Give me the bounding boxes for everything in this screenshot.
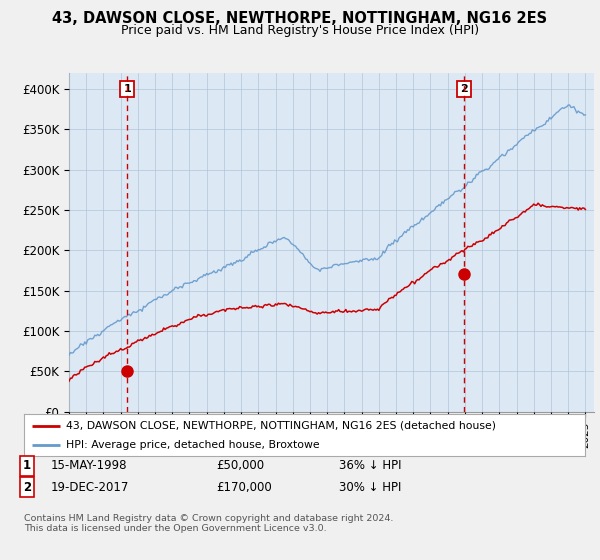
Text: HPI: Average price, detached house, Broxtowe: HPI: Average price, detached house, Brox…: [66, 440, 320, 450]
Text: 30% ↓ HPI: 30% ↓ HPI: [339, 480, 401, 494]
Text: 43, DAWSON CLOSE, NEWTHORPE, NOTTINGHAM, NG16 2ES: 43, DAWSON CLOSE, NEWTHORPE, NOTTINGHAM,…: [52, 11, 548, 26]
Text: 43, DAWSON CLOSE, NEWTHORPE, NOTTINGHAM, NG16 2ES (detached house): 43, DAWSON CLOSE, NEWTHORPE, NOTTINGHAM,…: [66, 421, 496, 431]
Text: 15-MAY-1998: 15-MAY-1998: [51, 459, 128, 473]
Text: Price paid vs. HM Land Registry's House Price Index (HPI): Price paid vs. HM Land Registry's House …: [121, 24, 479, 36]
Text: 2: 2: [23, 480, 31, 494]
Text: Contains HM Land Registry data © Crown copyright and database right 2024.
This d: Contains HM Land Registry data © Crown c…: [24, 514, 394, 533]
Text: £50,000: £50,000: [216, 459, 264, 473]
Text: 19-DEC-2017: 19-DEC-2017: [51, 480, 130, 494]
Text: 36% ↓ HPI: 36% ↓ HPI: [339, 459, 401, 473]
Text: 1: 1: [124, 84, 131, 94]
Text: 1: 1: [23, 459, 31, 473]
Text: £170,000: £170,000: [216, 480, 272, 494]
Text: 2: 2: [460, 84, 468, 94]
